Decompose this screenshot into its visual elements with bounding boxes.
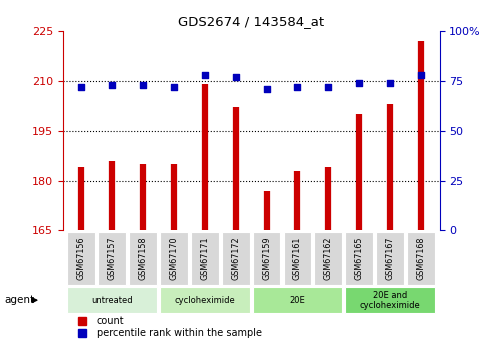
FancyBboxPatch shape (253, 231, 281, 285)
FancyBboxPatch shape (160, 287, 250, 313)
FancyBboxPatch shape (407, 231, 435, 285)
Text: GSM67158: GSM67158 (139, 237, 148, 280)
FancyBboxPatch shape (222, 231, 250, 285)
Text: GSM67159: GSM67159 (262, 237, 271, 280)
Text: GSM67156: GSM67156 (77, 237, 86, 280)
Text: GSM67170: GSM67170 (170, 237, 178, 280)
Point (294, 84, 301, 90)
Point (108, 82, 116, 88)
FancyBboxPatch shape (253, 287, 342, 313)
Text: GSM67162: GSM67162 (324, 237, 333, 280)
FancyBboxPatch shape (376, 231, 404, 285)
Text: 20E: 20E (290, 296, 305, 305)
Text: 20E and
cycloheximide: 20E and cycloheximide (360, 290, 421, 310)
Text: cycloheximide: cycloheximide (174, 296, 235, 305)
Point (263, 86, 270, 92)
FancyBboxPatch shape (99, 231, 126, 285)
FancyBboxPatch shape (160, 231, 188, 285)
Text: agent: agent (5, 295, 35, 305)
FancyBboxPatch shape (314, 231, 342, 285)
FancyBboxPatch shape (284, 231, 312, 285)
Point (170, 84, 178, 90)
Point (417, 72, 425, 78)
Text: GSM67161: GSM67161 (293, 237, 302, 280)
Text: GSM67168: GSM67168 (416, 237, 426, 280)
Text: GSM67165: GSM67165 (355, 237, 364, 280)
Text: GSM67171: GSM67171 (200, 237, 209, 280)
FancyBboxPatch shape (191, 231, 219, 285)
Point (355, 80, 363, 86)
Text: GSM67172: GSM67172 (231, 237, 240, 280)
Title: GDS2674 / 143584_at: GDS2674 / 143584_at (178, 16, 324, 29)
Text: GSM67167: GSM67167 (385, 237, 395, 280)
Point (201, 72, 209, 78)
Point (232, 74, 240, 80)
FancyBboxPatch shape (68, 287, 157, 313)
Point (325, 84, 332, 90)
FancyBboxPatch shape (68, 231, 95, 285)
Text: GSM67157: GSM67157 (108, 237, 117, 280)
FancyBboxPatch shape (129, 231, 157, 285)
Point (77, 84, 85, 90)
FancyBboxPatch shape (345, 287, 435, 313)
Text: percentile rank within the sample: percentile rank within the sample (97, 328, 262, 338)
FancyBboxPatch shape (345, 231, 373, 285)
Text: count: count (97, 316, 124, 326)
Point (386, 80, 394, 86)
Text: untreated: untreated (91, 296, 133, 305)
Point (139, 82, 147, 88)
